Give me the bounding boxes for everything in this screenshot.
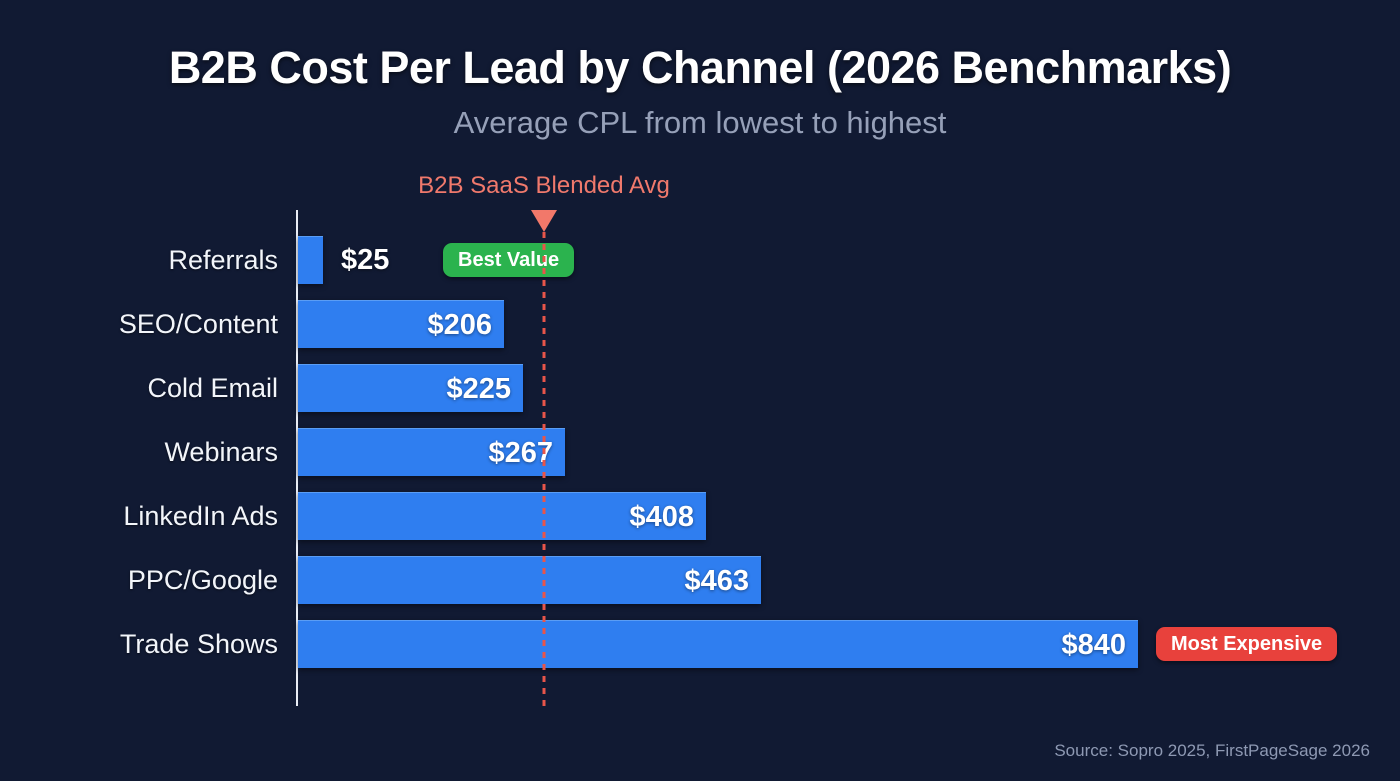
bar-row: PPC/Google $463: [128, 556, 1358, 604]
reference-line-label: B2B SaaS Blended Avg: [418, 172, 670, 199]
bar[interactable]: $463: [298, 556, 761, 604]
bar-row: Cold Email $225: [147, 364, 1358, 412]
bar-row: Referrals $25 Best Value: [168, 236, 1358, 284]
category-label: Cold Email: [147, 373, 278, 403]
bar-row: Webinars $267: [164, 428, 1358, 476]
reference-line-dashes: [542, 232, 546, 706]
category-label: Referrals: [168, 245, 278, 275]
down-triangle-icon: [531, 210, 557, 232]
bar-value-label: $267: [488, 437, 553, 469]
bar-row: LinkedIn Ads $408: [123, 492, 1358, 540]
category-label: LinkedIn Ads: [123, 501, 278, 531]
category-label: PPC/Google: [127, 565, 278, 595]
bar[interactable]: [298, 236, 323, 284]
bar-value-label: $840: [1061, 629, 1126, 661]
y-axis-line: [296, 210, 298, 706]
plot-area: Referrals $25 Best Value SEO/Content $206 Col…: [119, 172, 1358, 710]
bar-value-label: $25: [341, 244, 390, 276]
most-expensive-badge: Most Expensive: [1156, 627, 1338, 661]
best-value-badge: Best Value: [443, 243, 575, 277]
category-label: SEO/Content: [118, 309, 278, 339]
bar-row: Trade Shows $840 Most Expensive: [120, 620, 1358, 668]
bar[interactable]: $408: [298, 492, 706, 540]
bar[interactable]: $267: [298, 428, 565, 476]
bar[interactable]: $840: [298, 620, 1138, 668]
bar-value-label: $408: [629, 501, 694, 533]
category-label: Webinars: [164, 437, 278, 467]
bar-value-label: $206: [427, 309, 492, 341]
bar-value-label: $225: [446, 373, 511, 405]
bar-row: SEO/Content $206: [119, 300, 1358, 348]
chart-title: B2B Cost Per Lead by Channel (2026 Bench…: [168, 42, 1232, 93]
category-label: Trade Shows: [119, 629, 278, 659]
bar[interactable]: $225: [298, 364, 523, 412]
bar-value-label: $463: [684, 565, 749, 597]
chart-subtitle: Average CPL from lowest to highest: [453, 105, 947, 140]
reference-line-group: B2B SaaS Blended Avg: [298, 172, 1358, 710]
bar[interactable]: $206: [298, 300, 504, 348]
source-note: Source: Sopro 2025, FirstPageSage 2026: [1054, 741, 1370, 760]
